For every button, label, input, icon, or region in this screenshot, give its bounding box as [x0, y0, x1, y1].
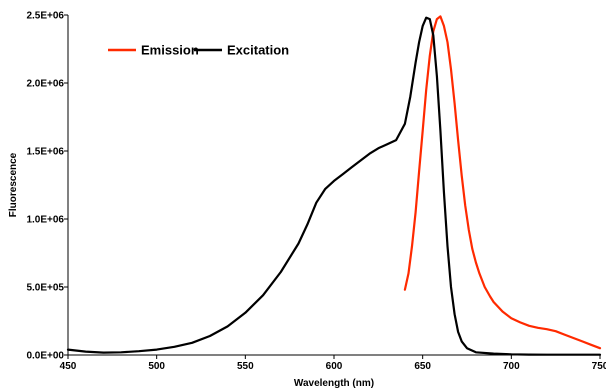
legend-label-excitation: Excitation	[227, 43, 289, 58]
x-tick-label: 450	[60, 361, 77, 372]
y-tick-label: 2.5E+06	[26, 11, 64, 22]
axes: 0.0E+00 5.0E+05 1.0E+06 1.5E+06 2.0E+06 2.5E+…	[26, 11, 606, 373]
y-tick-label: 2.0E+06	[26, 79, 64, 90]
x-tick-label: 550	[237, 361, 254, 372]
legend: Emission Excitation	[108, 43, 289, 58]
series-line-emission	[403, 15, 602, 350]
x-tick-label: 750	[592, 361, 606, 372]
y-tick-label: 0.0E+00	[26, 351, 64, 362]
y-tick-label: 1.5E+06	[26, 147, 64, 158]
x-axis-title: Wavelength (nm)	[294, 378, 374, 389]
x-tick-label: 700	[503, 361, 520, 372]
x-tick-label: 600	[326, 361, 343, 372]
y-tick-label: 1.0E+06	[26, 215, 64, 226]
x-tick-label: 500	[148, 361, 165, 372]
series-line-excitation	[66, 16, 602, 356]
x-tick-label: 650	[414, 361, 431, 372]
y-tick-label: 5.0E+05	[26, 283, 64, 294]
series-layer	[66, 15, 602, 356]
legend-label-emission: Emission	[141, 43, 199, 58]
y-axis-title: Fluorescence	[8, 152, 19, 217]
